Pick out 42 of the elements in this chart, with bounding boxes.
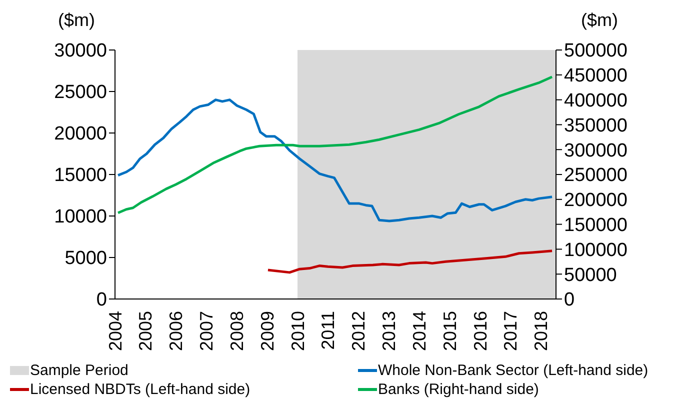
y2-tick-label: 450000 [564,66,628,87]
y2-tick-label: 250000 [564,165,628,186]
y2-tick-label: 50000 [564,264,617,286]
x-tick-label: 2009 [257,311,278,352]
y2-tick-label: 150000 [564,215,628,236]
y-tick-label: 10000 [54,206,107,228]
y-tick-label: 25000 [54,82,107,104]
legend-label: Sample Period [30,362,128,379]
x-tick-label: 2012 [348,311,369,352]
legend-label: Licensed NBDTs (Left-hand side) [30,381,250,398]
line-series [116,76,554,214]
x-tick-label: 2005 [136,311,156,352]
x-tick-label: 2016 [470,311,490,352]
x-tick-label: 2010 [288,311,308,352]
x-tick-label: 2018 [531,311,552,352]
y-tick-label: 20000 [54,124,107,145]
y2-tick-label: 400000 [564,90,628,112]
legend-label: Banks (Right-hand side) [378,381,539,398]
x-tick-label: 2007 [196,311,217,352]
line-series [266,250,554,274]
x-tick-label: 2011 [318,311,338,350]
x-tick-label: 2008 [226,311,247,352]
y2-tick-label: 500000 [564,40,628,62]
line-series [116,98,554,222]
x-tick-label: 2013 [379,311,400,352]
y2-tick-label: 100000 [564,240,628,261]
y2-axis-title: ($m) [581,10,618,31]
x-tick-label: 2004 [105,311,126,352]
x-tick-label: 2017 [500,311,521,352]
y2-tick-label: 0 [564,290,575,311]
y-tick-label: 30000 [54,40,107,62]
y-tick-label: 0 [96,290,107,311]
x-tick-label: 2015 [440,311,460,352]
x-tick-label: 2006 [166,311,186,352]
y2-tick-label: 200000 [564,190,628,212]
y-tick-label: 5000 [64,248,107,270]
y-axis-title: ($m) [58,10,95,31]
y2-tick-label: 350000 [564,115,628,136]
y2-tick-label: 300000 [564,140,628,162]
x-tick-label: 2014 [409,311,430,352]
legend-label: Whole Non-Bank Sector (Left-hand side) [378,362,648,379]
y-tick-label: 15000 [54,165,107,186]
